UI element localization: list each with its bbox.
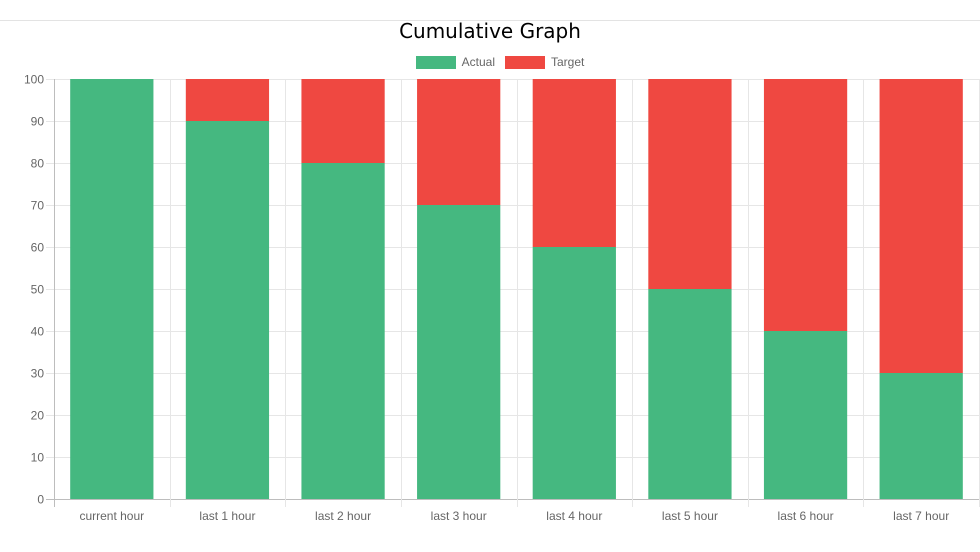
legend-item-actual[interactable]: Actual xyxy=(415,54,495,70)
bar-actual xyxy=(879,373,963,499)
legend-swatch-actual xyxy=(415,55,456,69)
x-tick-label: last 3 hour xyxy=(431,509,487,523)
bar-target xyxy=(417,79,501,205)
y-tick-label: 100 xyxy=(24,73,44,87)
bar-target xyxy=(301,79,385,163)
y-tick-label: 0 xyxy=(37,493,44,507)
y-tick-label: 90 xyxy=(31,115,45,129)
bar-actual xyxy=(763,331,848,499)
x-tick-label: current hour xyxy=(79,509,144,523)
chart-legend: Actual Target xyxy=(0,54,980,70)
y-tick-label: 20 xyxy=(31,409,45,423)
bar-target xyxy=(648,79,732,289)
x-tick-label: last 4 hour xyxy=(546,509,602,523)
x-tick-label: last 2 hour xyxy=(315,509,371,523)
x-tick-label: last 1 hour xyxy=(199,509,255,523)
top-divider xyxy=(0,20,980,21)
x-tick-label: last 7 hour xyxy=(893,509,949,523)
bar-actual xyxy=(70,79,154,499)
chart-title: Cumulative Graph xyxy=(399,19,581,43)
bar-target xyxy=(532,79,616,247)
bar-target xyxy=(763,79,848,331)
y-tick-label: 50 xyxy=(31,283,45,297)
bar-target xyxy=(879,79,963,373)
legend-item-target[interactable]: Target xyxy=(505,54,584,70)
bar-actual xyxy=(532,247,616,499)
y-tick-label: 60 xyxy=(31,241,45,255)
x-tick-label: last 5 hour xyxy=(662,509,718,523)
y-tick-label: 30 xyxy=(31,367,45,381)
bar-actual xyxy=(648,289,732,499)
y-tick-label: 10 xyxy=(31,451,45,465)
bar-actual xyxy=(185,121,270,499)
bar-actual xyxy=(301,163,385,499)
legend-label-actual: Actual xyxy=(461,55,495,69)
y-tick-label: 80 xyxy=(31,157,45,171)
y-tick-label: 40 xyxy=(31,325,45,339)
y-tick-label: 70 xyxy=(31,199,45,213)
legend-label-target: Target xyxy=(551,55,585,69)
bar-actual xyxy=(417,205,501,499)
legend-swatch-target xyxy=(505,55,545,69)
bar-target xyxy=(185,79,270,121)
x-tick-label: last 6 hour xyxy=(778,509,834,523)
